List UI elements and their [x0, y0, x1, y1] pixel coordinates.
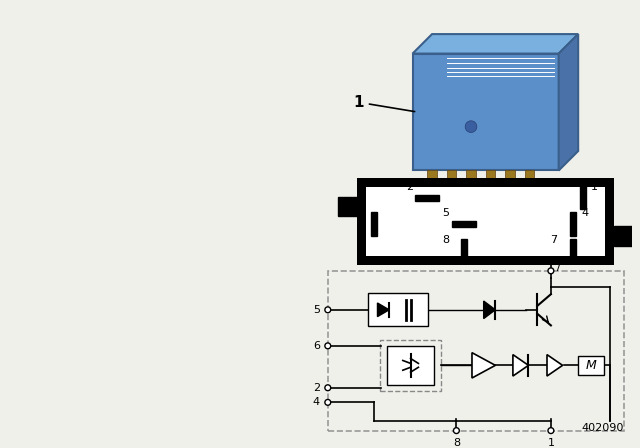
- Text: 2: 2: [313, 383, 320, 393]
- Polygon shape: [484, 301, 495, 319]
- Text: 402090: 402090: [582, 422, 624, 433]
- Bar: [368, 293, 428, 327]
- Circle shape: [454, 428, 460, 434]
- Polygon shape: [413, 34, 578, 54]
- Text: M: M: [586, 359, 596, 372]
- Text: 7: 7: [554, 263, 560, 273]
- Bar: [366, 187, 605, 256]
- Bar: [570, 212, 576, 236]
- Text: 5: 5: [442, 208, 449, 218]
- Circle shape: [325, 307, 331, 313]
- Bar: [357, 178, 614, 265]
- Polygon shape: [378, 303, 389, 317]
- Circle shape: [325, 400, 331, 405]
- Bar: [328, 271, 624, 431]
- Bar: [570, 239, 576, 262]
- Bar: [371, 212, 376, 236]
- Text: 6: 6: [349, 208, 356, 218]
- Polygon shape: [472, 353, 495, 378]
- Text: 4: 4: [313, 397, 320, 407]
- Bar: [580, 186, 586, 210]
- Bar: [447, 171, 456, 190]
- Bar: [452, 221, 476, 227]
- Circle shape: [465, 121, 477, 133]
- Circle shape: [548, 268, 554, 274]
- Polygon shape: [413, 54, 559, 171]
- Text: 1: 1: [591, 182, 598, 192]
- Bar: [525, 171, 534, 190]
- Bar: [505, 171, 515, 190]
- Bar: [466, 171, 476, 190]
- Circle shape: [548, 428, 554, 434]
- Bar: [427, 171, 437, 190]
- Text: 6: 6: [313, 341, 320, 351]
- Text: 8: 8: [453, 439, 460, 448]
- Text: 1: 1: [353, 95, 415, 112]
- Bar: [380, 340, 441, 391]
- Circle shape: [325, 343, 331, 349]
- Bar: [461, 239, 467, 262]
- Text: 8: 8: [442, 235, 449, 245]
- Bar: [486, 171, 495, 190]
- Polygon shape: [559, 34, 578, 171]
- Text: 4: 4: [581, 208, 588, 218]
- Text: 2: 2: [406, 182, 413, 192]
- Bar: [578, 356, 604, 375]
- Polygon shape: [513, 355, 529, 376]
- Text: 1: 1: [547, 439, 554, 448]
- Bar: [337, 197, 357, 216]
- Circle shape: [325, 385, 331, 391]
- Polygon shape: [547, 355, 563, 376]
- Text: 5: 5: [313, 305, 320, 315]
- Text: 7: 7: [550, 235, 557, 245]
- Bar: [614, 226, 634, 246]
- Bar: [415, 195, 439, 201]
- Bar: [387, 346, 434, 385]
